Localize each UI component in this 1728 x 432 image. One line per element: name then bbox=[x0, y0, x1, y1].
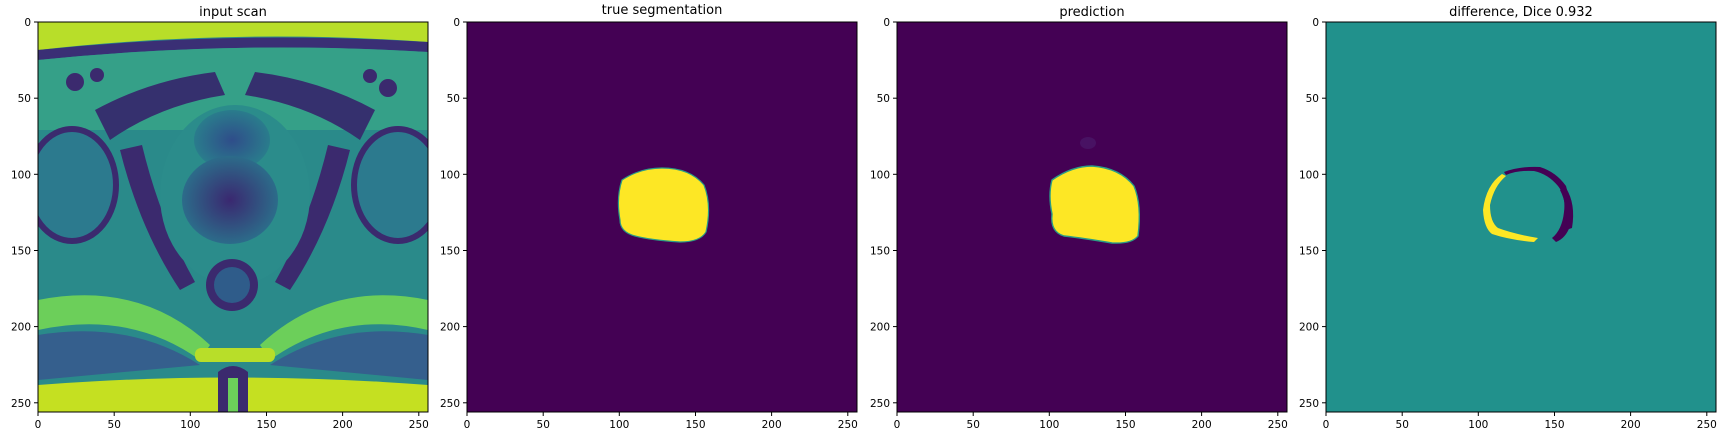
x-tick-label: 0 bbox=[464, 419, 471, 431]
y-tick-label: 150 bbox=[1299, 246, 1319, 258]
y-tick-label: 0 bbox=[24, 17, 31, 29]
y-tick-label: 200 bbox=[1299, 322, 1319, 334]
x-tick-label: 50 bbox=[537, 419, 550, 431]
x-tick-label: 100 bbox=[1468, 419, 1488, 431]
y-tick-label: 50 bbox=[1306, 93, 1319, 105]
y-tick-label: 100 bbox=[870, 169, 890, 181]
x-tick-label: 200 bbox=[333, 419, 353, 431]
y-tick-label: 250 bbox=[440, 398, 460, 410]
y-axis-ticks: 0 50 100 150 200 250 bbox=[11, 17, 38, 410]
prediction-image bbox=[897, 22, 1287, 412]
y-tick-label: 50 bbox=[447, 93, 460, 105]
x-tick-label: 100 bbox=[1039, 419, 1059, 431]
mask-image bbox=[467, 22, 857, 412]
x-tick-label: 150 bbox=[1544, 419, 1564, 431]
panel-title: input scan bbox=[199, 5, 267, 20]
x-tick-label: 50 bbox=[108, 419, 121, 431]
x-tick-label: 250 bbox=[1268, 419, 1288, 431]
x-axis-ticks: 0 50 100 150 200 250 bbox=[894, 412, 1288, 431]
x-axis-ticks: 0 50 100 150 200 250 bbox=[464, 412, 858, 431]
y-tick-label: 0 bbox=[883, 17, 890, 29]
x-tick-label: 50 bbox=[967, 419, 980, 431]
y-tick-label: 0 bbox=[1312, 17, 1319, 29]
x-tick-label: 50 bbox=[1396, 419, 1409, 431]
y-tick-label: 100 bbox=[440, 169, 460, 181]
y-tick-label: 250 bbox=[870, 398, 890, 410]
x-tick-label: 200 bbox=[1621, 419, 1641, 431]
y-tick-label: 200 bbox=[440, 322, 460, 334]
x-tick-label: 0 bbox=[1323, 419, 1330, 431]
x-tick-label: 250 bbox=[409, 419, 429, 431]
y-axis-ticks: 0 50 100 150 200 250 bbox=[870, 17, 897, 410]
panel-difference: difference, Dice 0.932 0 50 100 150 200 … bbox=[1299, 5, 1717, 431]
x-axis-ticks: 0 50 100 150 200 250 bbox=[1323, 412, 1717, 431]
x-tick-label: 250 bbox=[1697, 419, 1717, 431]
y-axis-ticks: 0 50 100 150 200 250 bbox=[440, 17, 467, 410]
y-tick-label: 250 bbox=[11, 398, 31, 410]
x-tick-label: 200 bbox=[762, 419, 782, 431]
y-tick-label: 200 bbox=[11, 322, 31, 334]
y-tick-label: 50 bbox=[877, 93, 890, 105]
panel-true-segmentation: true segmentation 0 50 100 150 200 250 0… bbox=[440, 3, 858, 431]
panel-input-scan: input scan bbox=[11, 5, 429, 431]
x-tick-label: 0 bbox=[894, 419, 901, 431]
x-tick-label: 250 bbox=[838, 419, 858, 431]
x-tick-label: 100 bbox=[180, 419, 200, 431]
panel-title: prediction bbox=[1059, 5, 1124, 20]
x-tick-label: 100 bbox=[609, 419, 629, 431]
y-tick-label: 150 bbox=[440, 246, 460, 258]
x-tick-label: 150 bbox=[256, 419, 276, 431]
segmentation-blob bbox=[617, 167, 710, 243]
difference-negative-rim bbox=[1504, 166, 1571, 242]
y-tick-label: 250 bbox=[1299, 398, 1319, 410]
y-axis-ticks: 0 50 100 150 200 250 bbox=[1299, 17, 1326, 410]
difference-image bbox=[1326, 22, 1716, 412]
y-tick-label: 150 bbox=[11, 246, 31, 258]
x-axis-ticks: 0 50 100 150 200 250 bbox=[35, 412, 429, 431]
y-tick-label: 0 bbox=[453, 17, 460, 29]
x-tick-label: 150 bbox=[1115, 419, 1135, 431]
y-tick-label: 100 bbox=[1299, 169, 1319, 181]
y-tick-label: 50 bbox=[18, 93, 31, 105]
panel-prediction: prediction 0 50 100 150 200 250 0 50 100… bbox=[870, 5, 1288, 431]
y-tick-label: 200 bbox=[870, 322, 890, 334]
y-tick-label: 150 bbox=[870, 246, 890, 258]
panel-title: true segmentation bbox=[602, 3, 723, 18]
panel-title: difference, Dice 0.932 bbox=[1449, 5, 1593, 20]
y-tick-label: 100 bbox=[11, 169, 31, 181]
scan-image bbox=[38, 22, 428, 412]
prediction-blob bbox=[1049, 165, 1141, 244]
x-tick-label: 200 bbox=[1192, 419, 1212, 431]
x-tick-label: 0 bbox=[35, 419, 42, 431]
x-tick-label: 150 bbox=[685, 419, 705, 431]
